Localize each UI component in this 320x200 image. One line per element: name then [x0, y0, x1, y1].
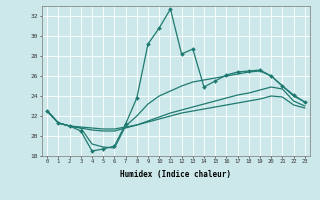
- X-axis label: Humidex (Indice chaleur): Humidex (Indice chaleur): [121, 170, 231, 179]
